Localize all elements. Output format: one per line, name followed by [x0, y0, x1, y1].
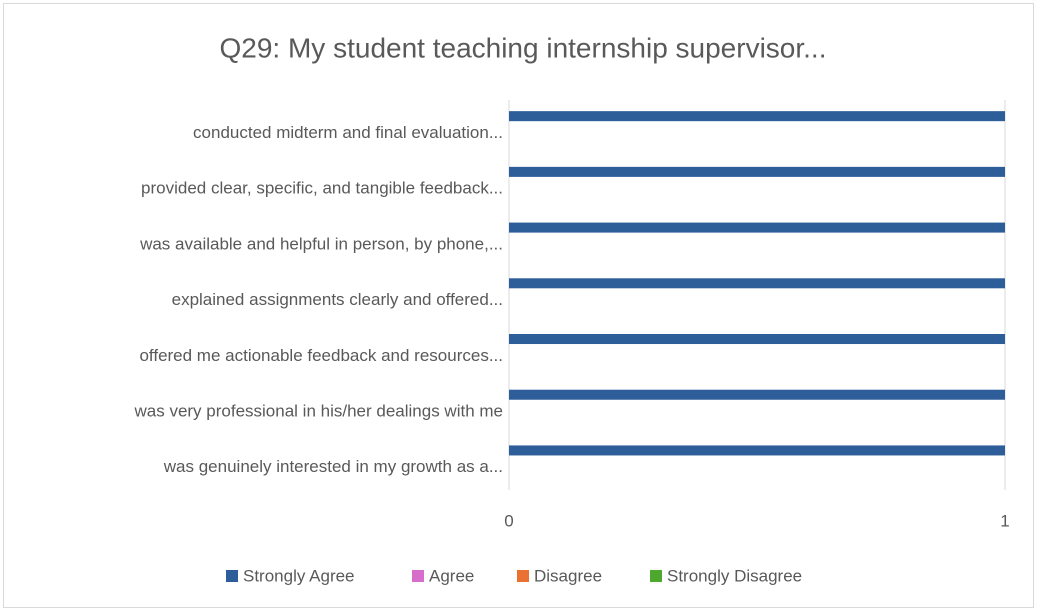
x-tick-label: 1: [1000, 511, 1009, 530]
bar: [509, 389, 1005, 400]
x-tick-label: 0: [504, 511, 513, 530]
legend-swatch: [517, 570, 529, 582]
legend-label: Strongly Disagree: [667, 566, 802, 585]
bar: [509, 111, 1005, 122]
bar: [509, 334, 1005, 345]
y-tick-label: was very professional in his/her dealing…: [133, 401, 503, 420]
bar: [509, 166, 1005, 177]
chart-title: Q29: My student teaching internship supe…: [220, 32, 827, 63]
y-tick-label: was available and helpful in person, by …: [139, 234, 503, 253]
y-tick-label: explained assignments clearly and offere…: [172, 290, 503, 309]
legend-swatch: [226, 570, 238, 582]
bar: [509, 445, 1005, 456]
y-tick-label: offered me actionable feedback and resou…: [139, 346, 503, 365]
bar: [509, 222, 1005, 233]
legend-swatch: [650, 570, 662, 582]
legend-label: Agree: [429, 566, 474, 585]
y-tick-label: conducted midterm and final evaluation..…: [193, 123, 503, 142]
y-tick-label: was genuinely interested in my growth as…: [163, 457, 503, 476]
chart-border: [3, 3, 1034, 608]
legend-swatch: [412, 570, 424, 582]
bar: [509, 278, 1005, 289]
legend-label: Disagree: [534, 566, 602, 585]
legend-label: Strongly Agree: [243, 566, 355, 585]
y-tick-label: provided clear, specific, and tangible f…: [141, 179, 503, 198]
